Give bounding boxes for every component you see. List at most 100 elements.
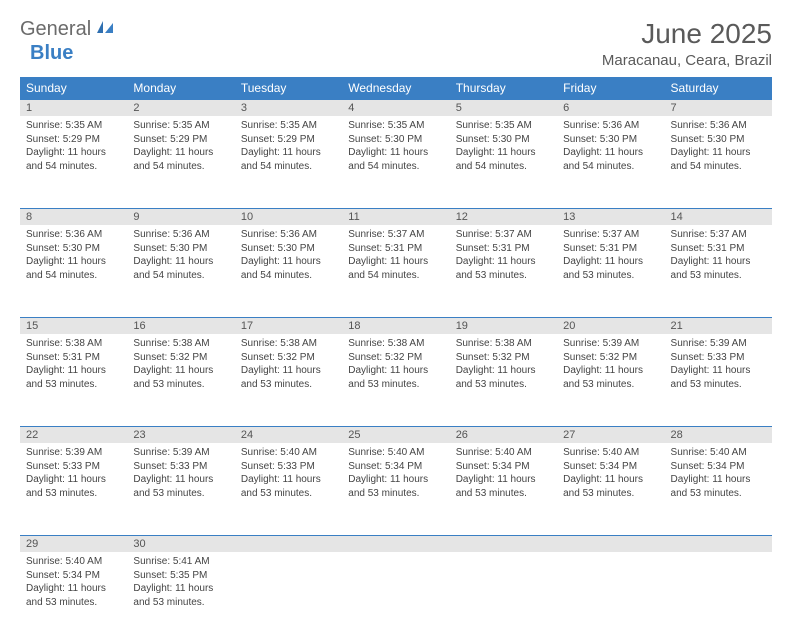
- day-cell: Sunrise: 5:40 AMSunset: 5:33 PMDaylight:…: [235, 443, 342, 535]
- daylight-text: Daylight: 11 hours and 54 minutes.: [348, 146, 443, 173]
- day-content: Sunrise: 5:36 AMSunset: 5:30 PMDaylight:…: [557, 116, 664, 179]
- day-number-cell: 28: [665, 426, 772, 443]
- daylight-text: Daylight: 11 hours and 54 minutes.: [26, 255, 121, 282]
- sunset-text: Sunset: 5:31 PM: [671, 242, 766, 256]
- day-number-cell: 13: [557, 208, 664, 225]
- logo-text-1: General: [20, 18, 91, 41]
- day-number: 19: [450, 317, 557, 334]
- day-number-cell: 27: [557, 426, 664, 443]
- day-number: 2: [127, 99, 234, 116]
- week-content-row: Sunrise: 5:35 AMSunset: 5:29 PMDaylight:…: [20, 116, 772, 208]
- day-number-cell: 24: [235, 426, 342, 443]
- sunset-text: Sunset: 5:32 PM: [133, 351, 228, 365]
- sunset-text: Sunset: 5:32 PM: [456, 351, 551, 365]
- sunrise-text: Sunrise: 5:35 AM: [133, 119, 228, 133]
- sunrise-text: Sunrise: 5:36 AM: [241, 228, 336, 242]
- day-cell: Sunrise: 5:37 AMSunset: 5:31 PMDaylight:…: [557, 225, 664, 317]
- day-number-cell: 11: [342, 208, 449, 225]
- day-cell: Sunrise: 5:38 AMSunset: 5:32 PMDaylight:…: [127, 334, 234, 426]
- day-number: 1: [20, 99, 127, 116]
- day-content: Sunrise: 5:40 AMSunset: 5:34 PMDaylight:…: [665, 443, 772, 506]
- day-number-cell: 9: [127, 208, 234, 225]
- day-number: 25: [342, 426, 449, 443]
- day-number: 28: [665, 426, 772, 443]
- day-cell: Sunrise: 5:36 AMSunset: 5:30 PMDaylight:…: [557, 116, 664, 208]
- sunrise-text: Sunrise: 5:36 AM: [671, 119, 766, 133]
- daylight-text: Daylight: 11 hours and 53 minutes.: [241, 364, 336, 391]
- day-number: 13: [557, 208, 664, 225]
- sunset-text: Sunset: 5:30 PM: [348, 133, 443, 147]
- sunrise-text: Sunrise: 5:35 AM: [241, 119, 336, 133]
- day-content: Sunrise: 5:40 AMSunset: 5:33 PMDaylight:…: [235, 443, 342, 506]
- day-number-cell: 17: [235, 317, 342, 334]
- day-cell: [235, 552, 342, 644]
- day-content: Sunrise: 5:38 AMSunset: 5:32 PMDaylight:…: [127, 334, 234, 397]
- day-header: Saturday: [665, 77, 772, 99]
- day-number-cell: [342, 535, 449, 552]
- week-number-row: 22232425262728: [20, 426, 772, 443]
- day-cell: Sunrise: 5:36 AMSunset: 5:30 PMDaylight:…: [20, 225, 127, 317]
- day-number-cell: 21: [665, 317, 772, 334]
- sunrise-text: Sunrise: 5:40 AM: [456, 446, 551, 460]
- sunrise-text: Sunrise: 5:40 AM: [348, 446, 443, 460]
- day-number-cell: 16: [127, 317, 234, 334]
- daylight-text: Daylight: 11 hours and 54 minutes.: [26, 146, 121, 173]
- day-cell: Sunrise: 5:40 AMSunset: 5:34 PMDaylight:…: [342, 443, 449, 535]
- day-number-cell: 25: [342, 426, 449, 443]
- day-number-cell: [235, 535, 342, 552]
- week-content-row: Sunrise: 5:38 AMSunset: 5:31 PMDaylight:…: [20, 334, 772, 426]
- day-number-cell: 30: [127, 535, 234, 552]
- day-number-cell: 12: [450, 208, 557, 225]
- sunset-text: Sunset: 5:34 PM: [671, 460, 766, 474]
- sunset-text: Sunset: 5:30 PM: [241, 242, 336, 256]
- day-number: [450, 535, 557, 552]
- day-number: 24: [235, 426, 342, 443]
- sunrise-text: Sunrise: 5:39 AM: [133, 446, 228, 460]
- daylight-text: Daylight: 11 hours and 53 minutes.: [456, 255, 551, 282]
- day-cell: Sunrise: 5:39 AMSunset: 5:33 PMDaylight:…: [20, 443, 127, 535]
- day-number: 9: [127, 208, 234, 225]
- daylight-text: Daylight: 11 hours and 54 minutes.: [671, 146, 766, 173]
- sunset-text: Sunset: 5:30 PM: [133, 242, 228, 256]
- sunrise-text: Sunrise: 5:38 AM: [348, 337, 443, 351]
- day-content: [557, 552, 664, 561]
- day-content: Sunrise: 5:36 AMSunset: 5:30 PMDaylight:…: [665, 116, 772, 179]
- day-number: 18: [342, 317, 449, 334]
- day-content: Sunrise: 5:39 AMSunset: 5:33 PMDaylight:…: [665, 334, 772, 397]
- sunset-text: Sunset: 5:34 PM: [26, 569, 121, 583]
- sunrise-text: Sunrise: 5:39 AM: [671, 337, 766, 351]
- sunrise-text: Sunrise: 5:40 AM: [671, 446, 766, 460]
- daylight-text: Daylight: 11 hours and 54 minutes.: [348, 255, 443, 282]
- day-content: Sunrise: 5:40 AMSunset: 5:34 PMDaylight:…: [20, 552, 127, 615]
- day-number-cell: 6: [557, 99, 664, 116]
- sunrise-text: Sunrise: 5:38 AM: [133, 337, 228, 351]
- day-content: Sunrise: 5:41 AMSunset: 5:35 PMDaylight:…: [127, 552, 234, 615]
- sunset-text: Sunset: 5:32 PM: [348, 351, 443, 365]
- sunset-text: Sunset: 5:29 PM: [26, 133, 121, 147]
- day-number: 27: [557, 426, 664, 443]
- sunrise-text: Sunrise: 5:41 AM: [133, 555, 228, 569]
- sunset-text: Sunset: 5:29 PM: [241, 133, 336, 147]
- day-cell: Sunrise: 5:38 AMSunset: 5:32 PMDaylight:…: [235, 334, 342, 426]
- week-content-row: Sunrise: 5:36 AMSunset: 5:30 PMDaylight:…: [20, 225, 772, 317]
- sunrise-text: Sunrise: 5:36 AM: [563, 119, 658, 133]
- day-number: 3: [235, 99, 342, 116]
- day-cell: Sunrise: 5:37 AMSunset: 5:31 PMDaylight:…: [450, 225, 557, 317]
- day-number: 30: [127, 535, 234, 552]
- day-content: Sunrise: 5:40 AMSunset: 5:34 PMDaylight:…: [557, 443, 664, 506]
- daylight-text: Daylight: 11 hours and 53 minutes.: [133, 582, 228, 609]
- day-cell: Sunrise: 5:39 AMSunset: 5:33 PMDaylight:…: [127, 443, 234, 535]
- day-cell: Sunrise: 5:40 AMSunset: 5:34 PMDaylight:…: [450, 443, 557, 535]
- sunrise-text: Sunrise: 5:37 AM: [456, 228, 551, 242]
- daylight-text: Daylight: 11 hours and 54 minutes.: [133, 255, 228, 282]
- header: General June 2025 Maracanau, Ceara, Braz…: [20, 18, 772, 69]
- sunrise-text: Sunrise: 5:35 AM: [456, 119, 551, 133]
- day-content: Sunrise: 5:35 AMSunset: 5:29 PMDaylight:…: [20, 116, 127, 179]
- day-cell: Sunrise: 5:38 AMSunset: 5:32 PMDaylight:…: [342, 334, 449, 426]
- day-number: 10: [235, 208, 342, 225]
- day-cell: Sunrise: 5:37 AMSunset: 5:31 PMDaylight:…: [342, 225, 449, 317]
- day-header: Wednesday: [342, 77, 449, 99]
- day-number-cell: [450, 535, 557, 552]
- daylight-text: Daylight: 11 hours and 54 minutes.: [241, 255, 336, 282]
- sunrise-text: Sunrise: 5:40 AM: [563, 446, 658, 460]
